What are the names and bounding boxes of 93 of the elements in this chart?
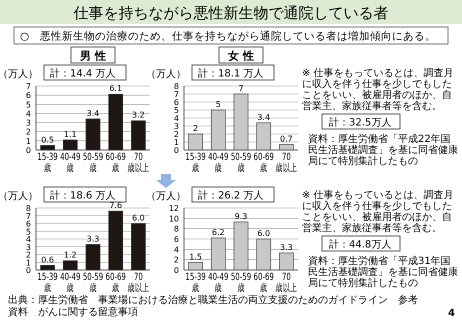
x-tick-label: 70 歳以上 <box>275 272 298 294</box>
y-tick-label: 8 <box>26 204 31 213</box>
y-tick-label: 4 <box>26 235 31 244</box>
data-label: 3.3 <box>280 242 293 252</box>
x-tick-label: 70 歳以上 <box>127 152 150 174</box>
text: ※ 仕事をもっているとは、調査月に収入を伴う仕事を少しでもしたことをいい、被雇用者のほか、自営業主、家族従事者等を含む。 <box>302 67 454 112</box>
y-tick-label: 5 <box>174 106 179 115</box>
data-label: 2 <box>193 124 198 133</box>
y-tick-label: 0 <box>26 146 31 155</box>
y-tick-label: 2 <box>26 128 31 137</box>
y-axis-title: （万人） <box>146 69 186 80</box>
y-tick-label: 6 <box>174 235 179 244</box>
text: 計：18.6 万人 <box>50 190 116 202</box>
chart-title: 女 性 <box>227 50 254 62</box>
x-tick-label: 70 歳以上 <box>127 272 150 294</box>
y-tick-label: 2 <box>174 130 179 139</box>
y-tick-label: 7 <box>26 82 31 91</box>
y-tick-label: 3 <box>26 118 31 128</box>
y-tick-label: 12 <box>168 204 179 213</box>
data-label: 3.2 <box>132 110 145 120</box>
y-tick-label: 1 <box>26 258 31 268</box>
x-tick-label: 50-59 歳 <box>230 272 252 294</box>
y-axis-title: （万人） <box>0 191 38 202</box>
text: 計：44.8万人 <box>329 238 392 250</box>
x-tick-label: 50-59 歳 <box>82 152 104 174</box>
y-tick-label: 6 <box>26 220 31 228</box>
data-label: 0.7 <box>280 134 293 144</box>
data-label: 6.0 <box>257 229 270 238</box>
x-tick-label: 40-49 歳 <box>208 272 228 294</box>
data-label: 5 <box>216 100 221 109</box>
x-tick-label: 60-69 歳 <box>106 152 126 174</box>
x-tick-label: 60-69 歳 <box>254 152 274 174</box>
x-tick-label: 60-69 歳 <box>254 272 274 294</box>
y-tick-label: 3 <box>174 122 179 131</box>
y-tick-label: 8 <box>174 82 179 91</box>
y-tick-label: 2 <box>174 256 179 265</box>
data-label: 7 <box>238 84 244 93</box>
x-tick-label: 70 歳以上 <box>275 152 298 174</box>
x-tick-label: 40-49 歳 <box>60 152 80 174</box>
y-axis-title: （万人） <box>0 69 38 80</box>
y-tick-label: 1 <box>26 136 31 146</box>
text: 計：26.2 万人 <box>198 190 264 202</box>
text: ※ 仕事をもっているとは、調査月に収入を伴う仕事を少しでもしたことをいい、被雇用者のほか、自営業主、家族従事者等を含む。 <box>302 189 454 234</box>
text: 計：14.4 万人 <box>50 68 116 80</box>
y-tick-label: 0 <box>174 266 179 275</box>
y-tick-label: 0 <box>26 266 31 275</box>
data-label: 1.2 <box>64 250 77 260</box>
data-label: 0.5 <box>41 135 54 144</box>
data-label: 1.5 <box>189 252 202 262</box>
y-tick-label: 2 <box>26 250 31 260</box>
data-label: 0.6 <box>41 255 54 264</box>
x-tick-label: 15-39 歳 <box>185 152 206 174</box>
y-tick-label: 6 <box>26 91 31 100</box>
y-tick-label: 1 <box>174 138 179 147</box>
text: 仕事を持ちながら悪性新生物で通院している者 <box>72 4 388 22</box>
data-label: 6.1 <box>109 84 122 94</box>
text: 4 <box>448 308 456 319</box>
y-tick-label: 0 <box>174 146 179 155</box>
data-label: 6.2 <box>212 228 225 237</box>
x-tick-label: 15-39 歳 <box>37 152 58 174</box>
text: 計：18.1 万人 <box>198 68 264 80</box>
x-tick-label: 40-49 歳 <box>60 272 80 294</box>
y-tick-label: 7 <box>26 212 31 221</box>
data-label: 6.0 <box>132 214 145 222</box>
data-label: 7.6 <box>109 201 122 210</box>
data-label: 9.3 <box>234 212 248 221</box>
data-label: 3.4 <box>86 108 100 118</box>
data-label: 3.3 <box>86 234 100 244</box>
x-tick-label: 40-49 歳 <box>208 152 228 174</box>
chart-title: 男 性 <box>79 50 106 62</box>
y-tick-label: 5 <box>26 227 31 236</box>
y-axis-title: （万人） <box>146 191 186 202</box>
data-label: 3.4 <box>257 112 270 122</box>
y-tick-label: 4 <box>174 114 179 123</box>
text: ○ 悪性新生物の治療のため、仕事を持ちながら通院している者は増加傾向にある。 <box>20 30 436 42</box>
y-tick-label: 8 <box>174 224 179 234</box>
y-tick-label: 3 <box>26 242 31 252</box>
y-tick-label: 6 <box>174 98 179 107</box>
x-tick-label: 15-39 歳 <box>185 272 206 294</box>
text: 資料：厚生労働省「平成31年国民生活基礎調査」を基に同省健康局にて特別集計したもの <box>308 255 458 289</box>
x-tick-label: 15-39 歳 <box>37 272 58 294</box>
text: 資料：厚生労働省「平成22年国民生活基礎調査」を基に同省健康局にて特別集計したもの <box>308 133 458 167</box>
y-tick-label: 7 <box>174 90 179 99</box>
text: 計：32.5万人 <box>329 116 392 128</box>
y-tick-label: 4 <box>174 245 179 254</box>
source-note: 出典：厚生労働省 事業場における治療と職業生活の両立支援のためのガイドライン 参考資料 がんに関する留意事項 <box>8 294 418 318</box>
y-tick-label: 5 <box>26 100 31 110</box>
y-tick-label: 10 <box>168 214 179 224</box>
x-tick-label: 50-59 歳 <box>230 152 252 174</box>
x-tick-label: 60-69 歳 <box>106 272 126 294</box>
data-label: 1.1 <box>64 130 77 139</box>
x-tick-label: 50-59 歳 <box>82 272 104 294</box>
y-tick-label: 4 <box>26 109 31 118</box>
